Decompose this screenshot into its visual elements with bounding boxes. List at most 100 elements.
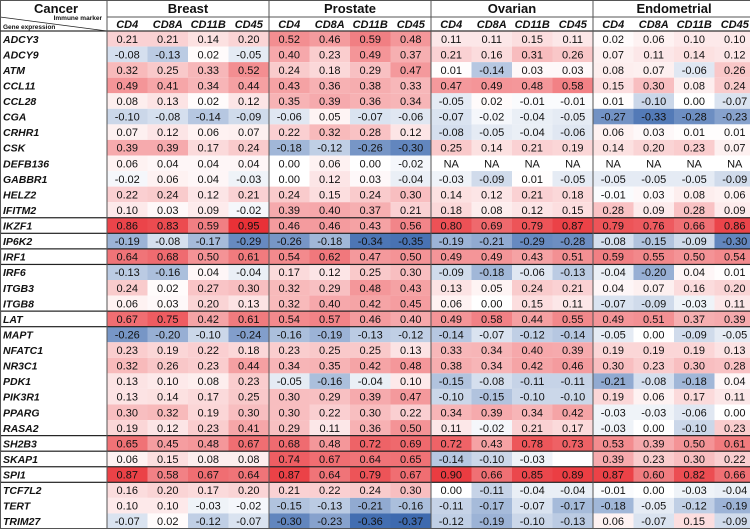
heatmap-cell-value: 0.30: [360, 407, 381, 419]
heatmap-cell-value: 0.01: [724, 267, 745, 279]
gene-label-defb136: DEFB136: [3, 158, 49, 170]
heatmap-cell-value: 0.12: [319, 267, 340, 279]
heatmap-cell-value: 0.34: [400, 96, 421, 108]
heatmap-cell: [471, 497, 512, 514]
heatmap-cell: [269, 295, 310, 312]
heatmap-cell-value: 0.54: [279, 314, 300, 326]
heatmap-cell-value: -0.13: [115, 267, 140, 279]
heatmap-cell: [431, 466, 472, 483]
heatmap-cell-value: 0.17: [198, 392, 219, 404]
heatmap-cell: [188, 124, 229, 140]
heatmap-cell: [431, 295, 472, 312]
heatmap-cell: [714, 264, 750, 280]
heatmap-cell-value: -0.34: [358, 236, 383, 248]
heatmap-cell-value: -0.18: [479, 267, 504, 279]
heatmap-cell-value: 0.14: [603, 143, 624, 155]
heatmap-cell-value: 0.11: [562, 34, 583, 46]
heatmap-cell-value: 0.64: [319, 470, 340, 482]
heatmap-cell-value: 0.09: [643, 205, 664, 217]
heatmap-cell: [593, 280, 634, 296]
heatmap-cell: [633, 93, 674, 109]
heatmap-cell: [350, 404, 391, 421]
heatmap-cell: [269, 497, 310, 514]
heatmap-cell-value: 0.15: [157, 454, 178, 466]
heatmap-cell: [512, 311, 553, 327]
heatmap-cell: [714, 124, 750, 140]
heatmap-cell: [674, 326, 715, 343]
heatmap-cell-value: -0.07: [641, 516, 666, 528]
heatmap-cell: [269, 186, 310, 203]
heatmap-cell-value: 0.12: [522, 205, 543, 217]
heatmap-cell: [147, 311, 188, 327]
heatmap-cell: [593, 171, 634, 187]
heatmap-cell-value: 0.17: [198, 143, 219, 155]
heatmap-cell-value: 0.17: [198, 485, 219, 497]
heatmap-cell: [228, 171, 269, 187]
heatmap-cell-value: -0.08: [155, 236, 180, 248]
heatmap-cell-value: 0.13: [441, 283, 462, 295]
heatmap-cell-value: 0.49: [603, 314, 624, 326]
heatmap-cell: [188, 248, 229, 265]
heatmap-cell-value: 0.37: [400, 49, 421, 61]
heatmap-cell-value: 0.25: [157, 65, 178, 77]
heatmap-cell: [107, 171, 148, 187]
heatmap-cell-value: 0.46: [279, 221, 300, 233]
heatmap-cell-value: 0.06: [724, 189, 745, 201]
heatmap-cell-value: -0.03: [236, 174, 261, 186]
heatmap-cell: [552, 139, 593, 156]
heatmap-cell-value: -0.08: [115, 49, 140, 61]
heatmap-cell-value: 0.15: [522, 34, 543, 46]
heatmap-cell-value: 0.23: [643, 361, 664, 373]
heatmap-cell-value: -0.03: [439, 174, 464, 186]
heatmap-cell-value: 0.30: [684, 361, 705, 373]
heatmap-cell-value: 0.06: [117, 158, 138, 170]
heatmap-cell-value: -0.19: [479, 516, 504, 528]
heatmap-cell: [593, 124, 634, 140]
heatmap-cell: [147, 155, 188, 172]
heatmap-cell-value: 0.43: [360, 221, 381, 233]
heatmap-cell-value: 0.25: [441, 143, 462, 155]
heatmap-cell: [512, 186, 553, 203]
heatmap-cell-value: 0.24: [117, 283, 138, 295]
heatmap-cell-value: 0.06: [643, 392, 664, 404]
heatmap-cell-value: -0.18: [277, 143, 302, 155]
heatmap-cell-value: 0.44: [522, 314, 543, 326]
gene-label-ccl28: CCL28: [3, 96, 36, 108]
heatmap-cell: [552, 62, 593, 78]
heatmap-cell-value: 0.30: [279, 392, 300, 404]
heatmap-cell: [512, 497, 553, 514]
heatmap-cell: [350, 280, 391, 296]
heatmap-cell-value: 0.23: [279, 345, 300, 357]
heatmap-cell: [674, 295, 715, 312]
heatmap-cell: [471, 404, 512, 421]
heatmap-cell-value: -0.03: [520, 454, 545, 466]
heatmap-cell-value: 0.13: [117, 376, 138, 388]
heatmap-cell: [228, 482, 269, 498]
heatmap-cell: [147, 248, 188, 265]
heatmap-cell-value: 0.39: [319, 96, 340, 108]
heatmap-cell: [309, 357, 350, 374]
heatmap-cell: [633, 124, 674, 140]
heatmap-cell-value: 0.46: [360, 314, 381, 326]
heatmap-cell: [633, 497, 674, 514]
heatmap-cell-value: 0.00: [279, 158, 300, 170]
heatmap-cell: [512, 31, 553, 47]
heatmap-cell: [593, 233, 634, 249]
heatmap-cell-value: 0.33: [441, 345, 462, 357]
heatmap-cell-value: -0.05: [236, 49, 261, 61]
heatmap-cell: [633, 280, 674, 296]
heatmap-cell: [309, 388, 350, 405]
heatmap-cell-value: 0.83: [157, 221, 178, 233]
heatmap-cell-value: -0.02: [479, 112, 504, 124]
heatmap-cell-value: -0.09: [722, 174, 747, 186]
heatmap-cell: [107, 451, 148, 467]
heatmap-cell: [512, 46, 553, 63]
heatmap-cell: [228, 404, 269, 421]
heatmap-cell-value: 0.21: [117, 34, 138, 46]
heatmap-cell-value: -0.09: [236, 112, 261, 124]
gene-label-pparg: PPARG: [3, 407, 40, 419]
heatmap-cell-value: 0.50: [400, 423, 421, 435]
heatmap-cell-value: 0.32: [279, 298, 300, 310]
heatmap-cell-value: -0.36: [358, 516, 383, 528]
heatmap-cell: [188, 62, 229, 78]
